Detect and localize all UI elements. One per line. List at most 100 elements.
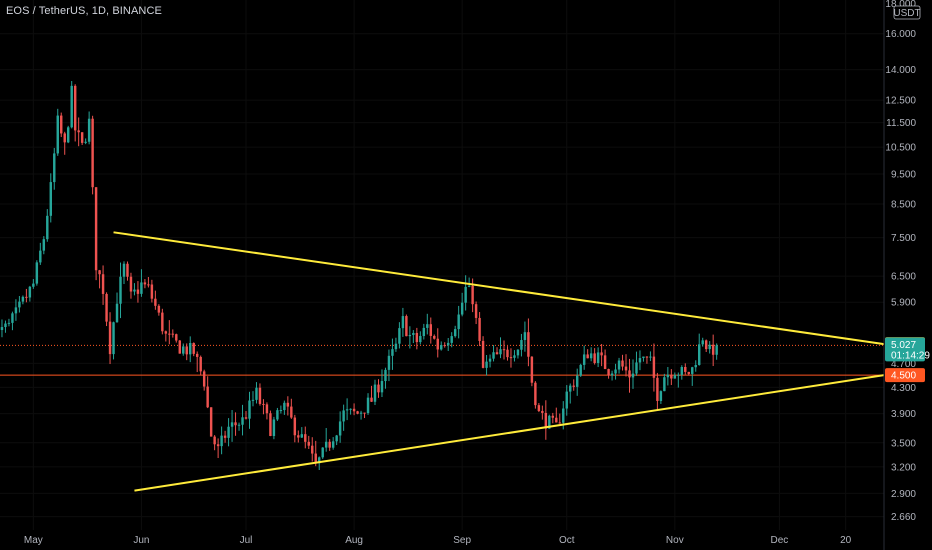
candle-up xyxy=(419,336,422,343)
descending-trendline xyxy=(113,231,885,346)
candle-down xyxy=(621,360,624,367)
chart-title: EOS / TetherUS, 1D, BINANCE xyxy=(6,5,162,17)
candle-down xyxy=(77,130,80,133)
candle-up xyxy=(659,391,663,401)
price-axis[interactable] xyxy=(884,0,932,550)
time-axis[interactable]: May Jun Jul Aug Sep Oct Nov Dec 20 xyxy=(24,535,852,546)
candle-down xyxy=(213,436,216,445)
candle-up xyxy=(708,344,711,350)
candle-up xyxy=(412,332,415,335)
candle-down xyxy=(101,274,105,294)
candle-up xyxy=(32,283,35,287)
y-tick-label: 3.900 xyxy=(891,409,916,420)
x-tick-label: Sep xyxy=(453,535,471,546)
candle-down xyxy=(171,333,175,335)
candle-down xyxy=(687,371,690,374)
candle-down xyxy=(98,270,101,275)
candle-up xyxy=(359,412,363,414)
candle-up xyxy=(464,286,467,303)
candle-up xyxy=(387,355,391,370)
candle-up xyxy=(467,285,471,287)
last-price-tag-bg xyxy=(885,337,925,362)
candle-down xyxy=(328,441,331,448)
candle-up xyxy=(331,441,335,448)
currency-box xyxy=(893,5,921,20)
y-tick-label: 3.500 xyxy=(891,438,916,449)
candle-down xyxy=(541,410,544,413)
x-tick-label: May xyxy=(24,535,43,546)
x-tick-label: Dec xyxy=(771,535,789,546)
candle-down xyxy=(711,344,715,355)
candle-up xyxy=(122,263,126,277)
candle-up xyxy=(18,301,21,308)
candle-down xyxy=(652,356,656,378)
candle-down xyxy=(262,403,265,405)
candle-down xyxy=(600,352,603,356)
candle-up xyxy=(485,361,488,368)
candle-down xyxy=(415,332,419,343)
candle-up xyxy=(398,328,401,344)
candle-up xyxy=(87,118,91,142)
candle-down xyxy=(73,85,77,131)
candle-up xyxy=(182,346,185,354)
candle-down xyxy=(206,386,209,408)
candle-down xyxy=(377,384,380,393)
candle-down xyxy=(603,355,607,370)
y-tick-label: 9.500 xyxy=(891,170,916,181)
candle-down xyxy=(94,187,98,271)
candle-up xyxy=(318,457,321,464)
candle-down xyxy=(684,366,687,372)
trendlines xyxy=(113,231,885,492)
candle-up xyxy=(523,332,527,341)
candle-up xyxy=(575,375,579,387)
candle-down xyxy=(154,298,157,306)
candle-down xyxy=(436,338,439,350)
candle-up xyxy=(516,349,520,356)
y-tick-label: 16.000 xyxy=(885,29,916,40)
candle-down xyxy=(405,316,408,337)
y-tick-label: 12.500 xyxy=(885,96,916,107)
candle-up xyxy=(499,349,502,355)
candle-up xyxy=(345,409,349,411)
candle-up xyxy=(562,408,565,423)
x-tick-label: Jul xyxy=(240,535,253,546)
x-tick-label: Aug xyxy=(345,535,363,546)
candle-up xyxy=(457,314,460,330)
candle-up xyxy=(39,250,42,263)
candle-down xyxy=(286,402,290,407)
candle-up xyxy=(638,358,642,363)
candle-up xyxy=(701,340,704,345)
y-tick-label: 18.000 xyxy=(885,0,916,10)
candle-up xyxy=(21,296,25,302)
candle-up xyxy=(349,408,352,410)
candle-up xyxy=(422,327,426,337)
candle-down xyxy=(234,422,237,426)
y-tick-label: 11.500 xyxy=(886,118,916,129)
candle-up xyxy=(614,369,617,374)
candle-down xyxy=(352,408,356,412)
y-tick-label: 4.700 xyxy=(891,359,916,370)
candle-up xyxy=(610,373,614,376)
candle-down xyxy=(175,334,178,341)
candle-up xyxy=(11,313,14,323)
candle-up xyxy=(0,327,4,330)
y-tick-label: 5.900 xyxy=(891,298,916,309)
x-tick-label: Jun xyxy=(133,535,149,546)
candle-down xyxy=(195,353,199,357)
candle-down xyxy=(293,417,297,436)
candle-down xyxy=(607,369,610,376)
candle-down xyxy=(126,263,129,277)
y-tick-label: 7.500 xyxy=(891,233,916,244)
candle-up xyxy=(715,345,718,355)
candle-up xyxy=(46,215,49,240)
candle-down xyxy=(185,346,188,355)
candle-up xyxy=(520,340,523,350)
y-tick-label: 6.500 xyxy=(891,272,916,283)
candle-up xyxy=(426,324,429,328)
candle-down xyxy=(478,317,481,341)
y-tick-label: 2.660 xyxy=(891,512,916,523)
candle-down xyxy=(91,118,94,188)
last-price-tag-label: 5.027 xyxy=(891,340,916,351)
candle-up xyxy=(220,435,223,447)
